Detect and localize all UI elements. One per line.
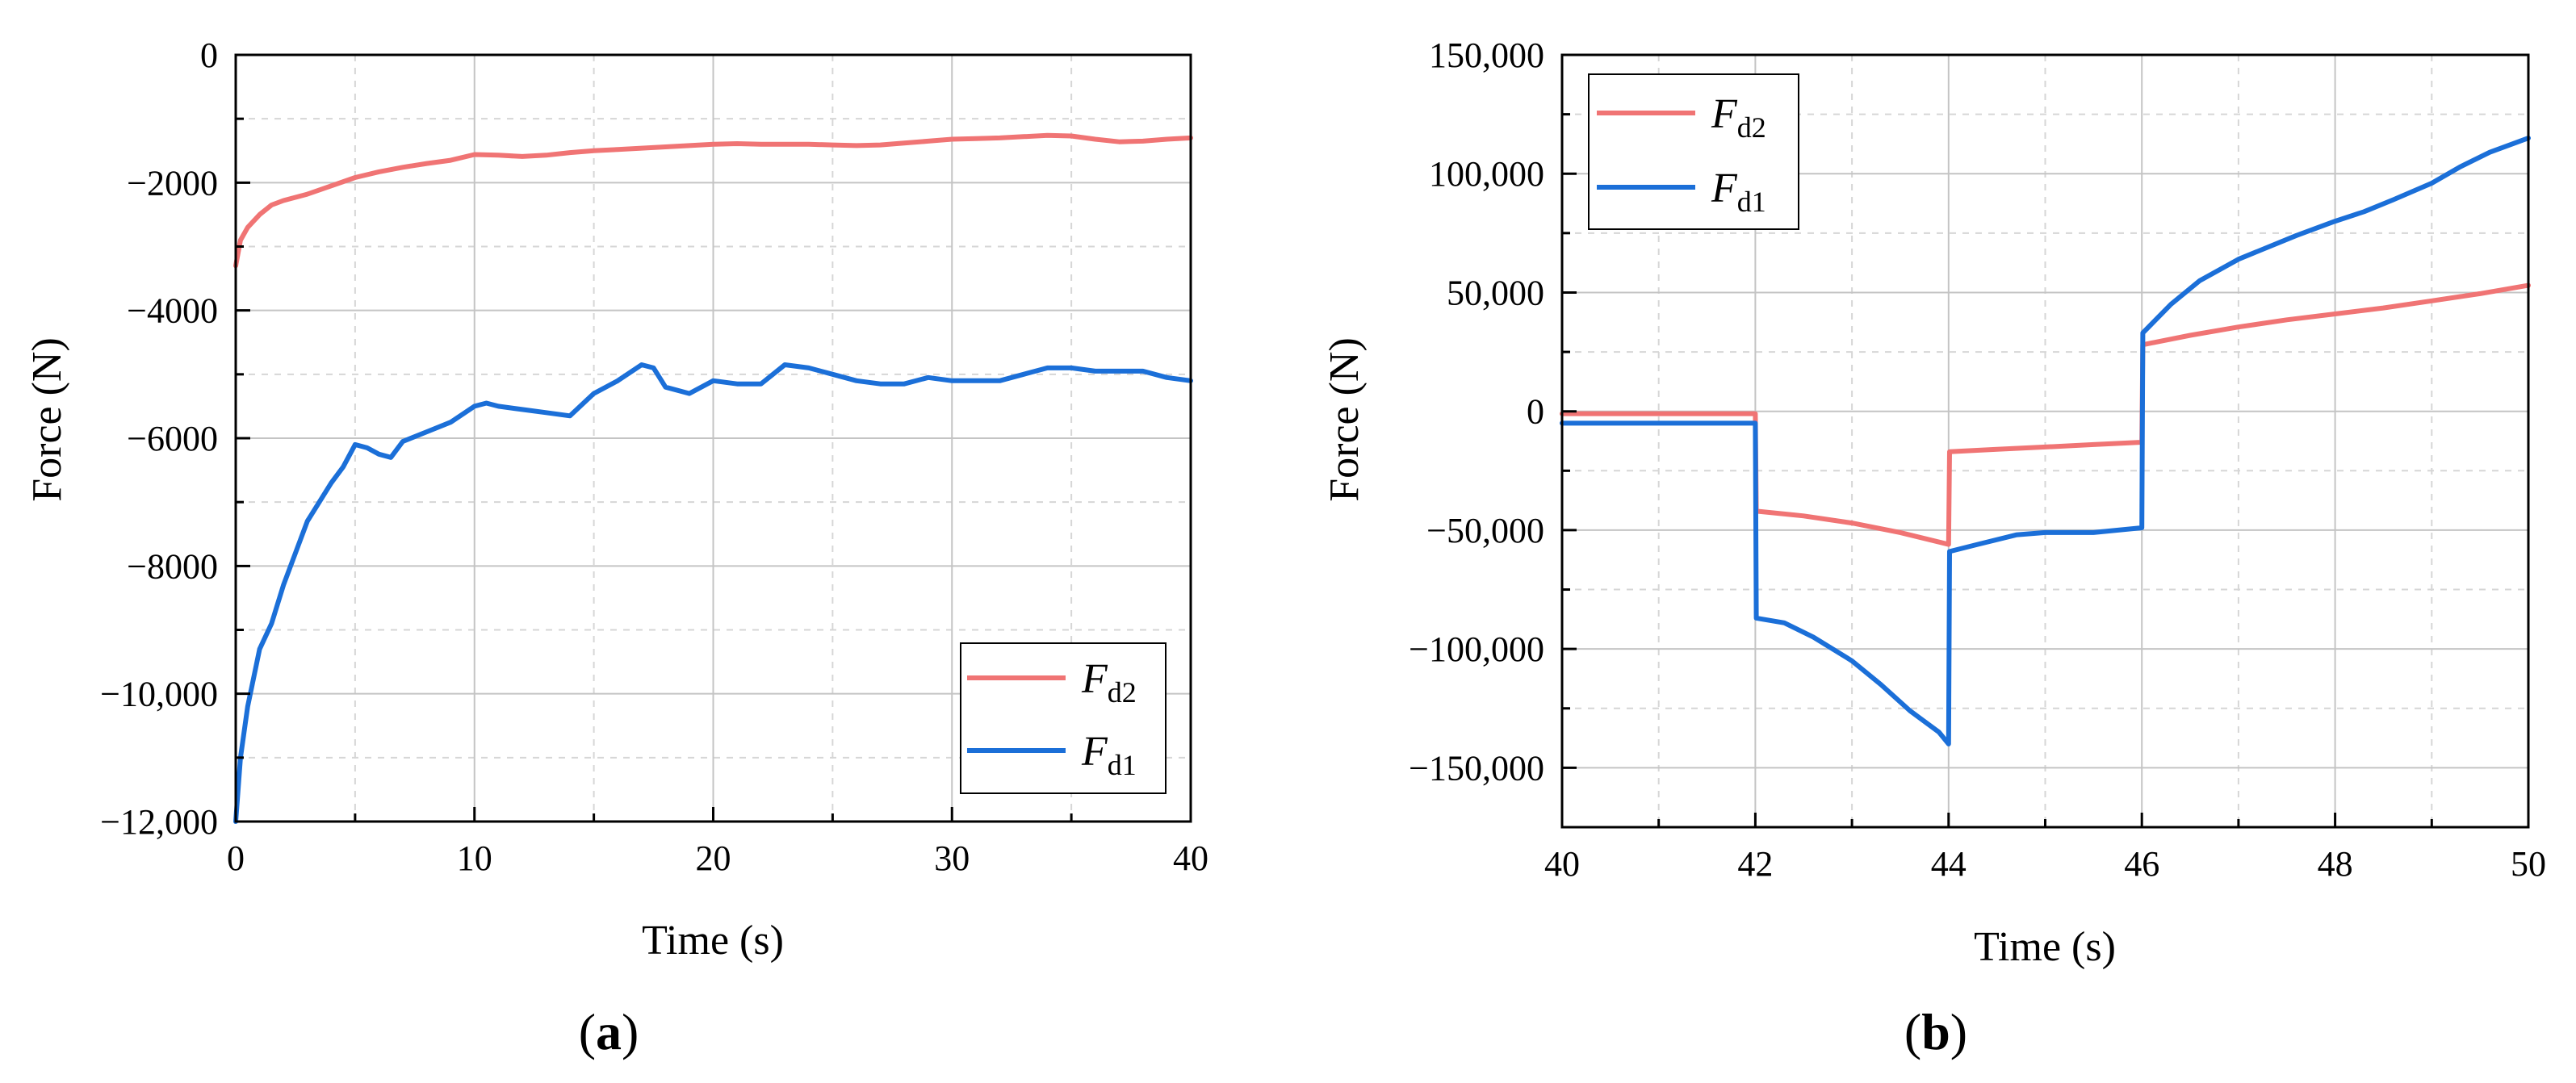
chart-a-legend-label-fd1-main: F <box>1081 729 1108 775</box>
chart-a-ytick-label: −10,000 <box>100 675 218 714</box>
chart-b-ticks: 40 42 44 46 48 50 150,000 100,000 50,000 0 −50,000… <box>1409 36 2546 884</box>
chart-b-legend-label-fd1-sub: d1 <box>1737 186 1766 218</box>
chart-b-xtick-label: 42 <box>1737 844 1773 884</box>
chart-a-ytick-label: −8000 <box>127 546 218 586</box>
chart-a-xtick-label: 0 <box>227 838 245 878</box>
chart-a-legend-label-fd2-sub: d2 <box>1108 676 1137 709</box>
chart-a-legend-label-fd1: Fd1 <box>1081 729 1137 781</box>
chart-b-xtick-label: 40 <box>1544 844 1580 884</box>
chart-a: 0 10 20 30 40 0 −2000 −4000 −6000 −8000 −10,000 −12… <box>24 36 1208 1060</box>
chart-b-series-fd2 <box>1560 282 2531 547</box>
chart-b-legend-label-fd2: Fd2 <box>1711 91 1766 144</box>
chart-b-panel-letter: b <box>1921 1003 1950 1060</box>
chart-a-ytick-label: 0 <box>200 36 218 75</box>
chart-b-ytick-label: 50,000 <box>1447 273 1544 312</box>
chart-a-ytick-label: −6000 <box>127 419 218 458</box>
chart-b-xtick-label: 48 <box>2318 844 2353 884</box>
chart-a-xtick-label: 30 <box>934 838 970 878</box>
chart-a-legend-label-fd1-sub: d1 <box>1108 749 1137 781</box>
chart-b-ytick-label: 150,000 <box>1429 36 1544 75</box>
chart-b-ytick-label: 100,000 <box>1429 154 1544 194</box>
chart-b-series-fd1 <box>1560 136 2531 746</box>
chart-b-ylabel: Force (N) <box>1322 337 1368 502</box>
chart-b-legend: Fd2 Fd1 <box>1588 73 1799 230</box>
chart-a-series <box>233 132 1193 824</box>
chart-b-xlabel: Time (s) <box>1974 924 2116 970</box>
chart-a-ytick-label: −2000 <box>127 163 218 203</box>
chart-b-legend-label-fd2-sub: d2 <box>1737 111 1766 144</box>
chart-a-ytick-label: −12,000 <box>100 802 218 842</box>
chart-a-xlabel: Time (s) <box>642 918 784 964</box>
chart-b-legend-label-fd1: Fd1 <box>1711 165 1766 218</box>
chart-b: 40 42 44 46 48 50 150,000 100,000 50,000 0 −50,000… <box>1322 36 2546 1060</box>
chart-a-panel-label: (a) <box>579 1003 639 1060</box>
chart-b-legend-label-fd1-main: F <box>1711 165 1738 211</box>
chart-a-legend-box <box>960 642 1167 794</box>
chart-b-ytick-label: 0 <box>1527 392 1544 432</box>
chart-a-series-fd1 <box>233 362 1193 824</box>
chart-b-ytick-label: −150,000 <box>1409 748 1544 788</box>
chart-a-series-fd2 <box>233 132 1193 269</box>
chart-a-ticks: 0 10 20 30 40 0 −2000 −4000 −6000 −8000 −10,000 −12… <box>100 36 1208 878</box>
chart-a-legend-label-fd2: Fd2 <box>1081 656 1137 709</box>
chart-b-legend-label-fd2-main: F <box>1711 91 1738 137</box>
chart-a-panel-letter: a <box>596 1003 622 1060</box>
chart-b-ytick-label: −100,000 <box>1409 629 1544 669</box>
chart-a-xtick-label: 10 <box>457 838 492 878</box>
chart-a-xtick-label: 20 <box>696 838 731 878</box>
chart-b-series <box>1560 136 2531 746</box>
chart-b-ytick-label: −50,000 <box>1426 511 1544 550</box>
chart-a-legend-label-fd2-main: F <box>1081 656 1108 702</box>
chart-b-xtick-label: 44 <box>1931 844 1967 884</box>
chart-b-legend-box <box>1588 73 1799 230</box>
chart-b-xtick-label: 46 <box>2124 844 2159 884</box>
chart-a-xtick-label: 40 <box>1173 838 1208 878</box>
chart-a-ylabel: Force (N) <box>24 337 70 502</box>
chart-a-ytick-label: −4000 <box>127 291 218 331</box>
chart-b-xtick-label: 50 <box>2511 844 2546 884</box>
chart-b-panel-label: (b) <box>1904 1003 1967 1060</box>
chart-a-legend: Fd2 Fd1 <box>960 642 1167 794</box>
